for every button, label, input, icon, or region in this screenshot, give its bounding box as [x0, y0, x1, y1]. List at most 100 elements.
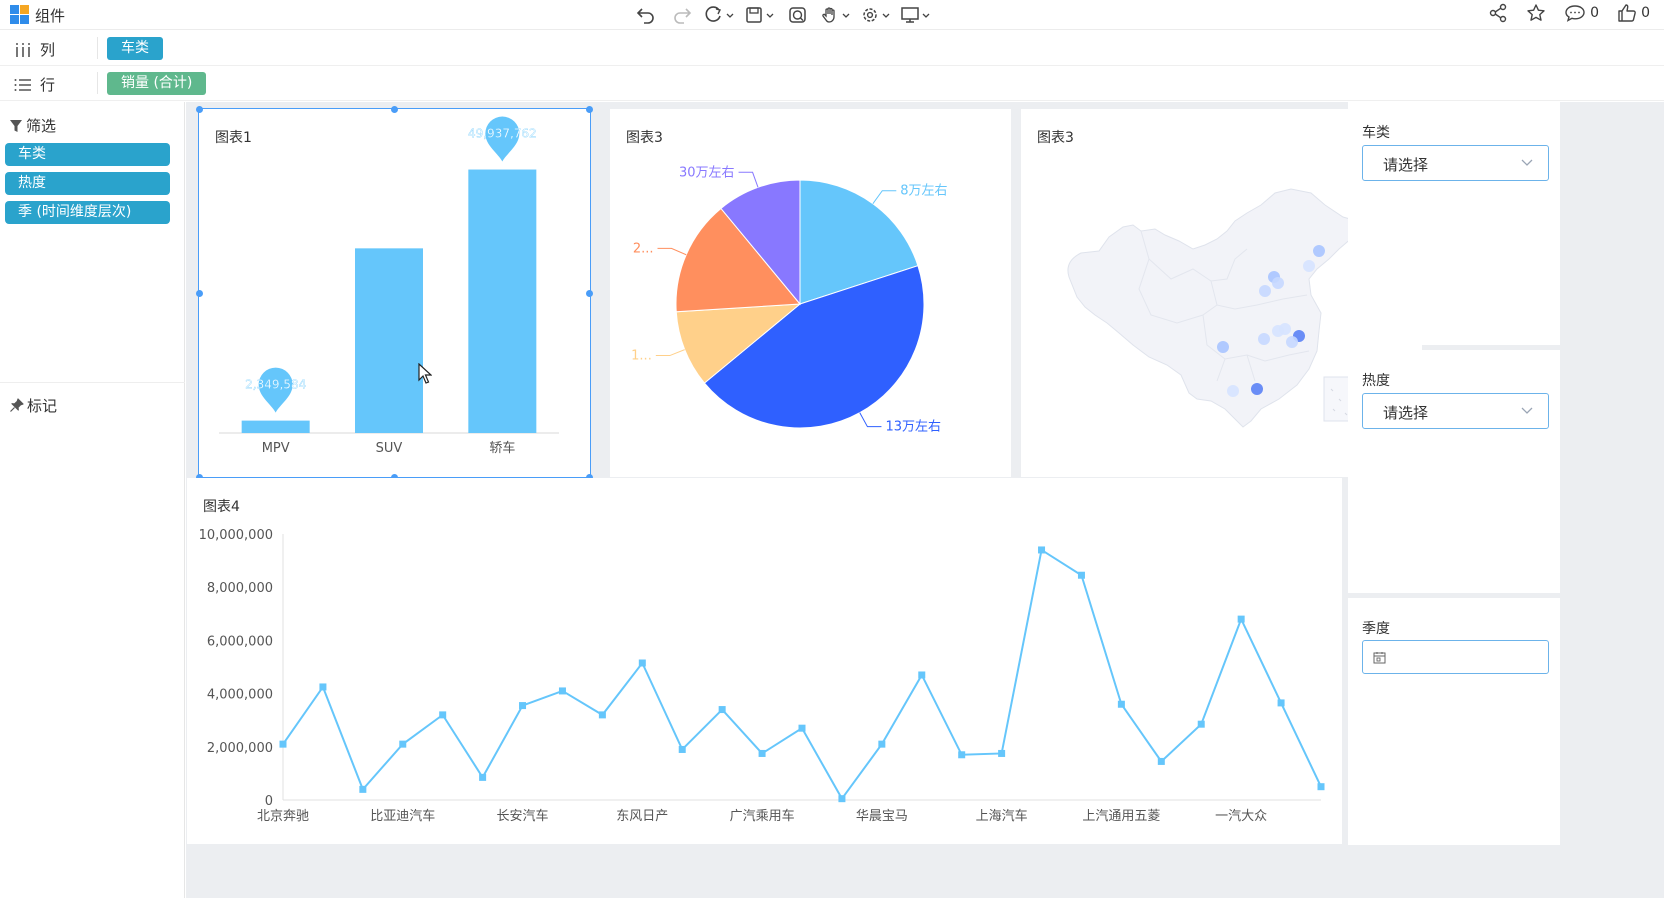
x-tick-label: 广汽乘用车 — [730, 808, 795, 824]
save-icon[interactable] — [740, 3, 780, 27]
data-point — [1237, 615, 1245, 623]
shelf-divider — [97, 72, 98, 94]
shelf-divider — [97, 37, 98, 59]
toolbar-tools — [628, 3, 936, 27]
season-filter-title: 季度 — [1362, 621, 1390, 637]
pie-label-line — [859, 412, 882, 428]
pie-slice — [799, 179, 919, 305]
chart4-card[interactable]: 图表4 0 2,000,000 4,000,000 6,000,000 8,000,00… — [187, 478, 1342, 844]
y-tick-label: 2,000,000 — [207, 741, 273, 756]
x-tick-label: 轿车 — [489, 440, 515, 456]
columns-shelf-label: 列 — [14, 39, 55, 60]
data-point — [678, 745, 686, 753]
bar-SUV — [355, 248, 423, 433]
data-point — [1077, 571, 1085, 579]
data-point — [758, 749, 766, 757]
map-point — [1286, 336, 1298, 348]
chart1-card[interactable]: 图表1 MPV 2,349,584 SUV 轿车 49,937,762 — [198, 108, 591, 478]
chevron-down-icon — [1521, 407, 1533, 414]
toolbar-right: 0 0 — [1488, 3, 1650, 23]
data-label: 2,349,584 — [245, 378, 306, 392]
data-point — [558, 687, 566, 695]
resize-handle[interactable] — [586, 474, 593, 481]
chart1-title: 图表1 — [215, 130, 252, 146]
like-button[interactable]: 0 — [1617, 3, 1650, 23]
pie-label: 2... — [633, 241, 654, 256]
top-toolbar: 组件 — [0, 0, 1664, 30]
data-point — [479, 773, 487, 781]
marks-section-title: 标记 — [9, 395, 57, 416]
y-tick-label: 10,000,000 — [199, 528, 273, 543]
columns-field-pill[interactable]: 车类 — [107, 37, 163, 60]
rows-field-pill[interactable]: 销量 (合计) — [107, 72, 207, 95]
season-date-picker[interactable] — [1362, 640, 1549, 674]
map-point — [1259, 285, 1271, 297]
pie-label-line — [655, 349, 685, 357]
resize-handle[interactable] — [196, 474, 203, 481]
filter-pill-season[interactable]: 季 (时间维度层次) — [5, 201, 170, 224]
chart2-title: 图表3 — [626, 130, 663, 146]
popularity-select[interactable]: 请选择 — [1362, 393, 1549, 429]
data-label: 49,937,762 — [468, 127, 537, 141]
map-point — [1303, 260, 1315, 272]
data-point — [1277, 699, 1285, 707]
hand-icon[interactable] — [816, 3, 856, 27]
data-point — [598, 711, 606, 719]
x-tick-label: 华晨宝马 — [856, 809, 908, 824]
settings-icon[interactable] — [856, 3, 896, 27]
undo-icon[interactable] — [628, 3, 664, 27]
resize-handle[interactable] — [196, 290, 203, 297]
map-region-lines — [1138, 230, 1310, 382]
y-tick-label: 8,000,000 — [207, 581, 273, 596]
map-point — [1313, 245, 1325, 257]
resize-handle[interactable] — [586, 290, 593, 297]
star-icon[interactable] — [1526, 3, 1546, 23]
bar-轿车 — [468, 169, 537, 433]
resize-handle[interactable] — [391, 474, 398, 481]
data-point — [918, 671, 926, 679]
map-point — [1217, 341, 1229, 353]
display-icon[interactable] — [896, 3, 936, 27]
x-tick-label: 上汽通用五菱 — [1082, 809, 1160, 824]
preview-icon[interactable] — [780, 3, 816, 27]
bar-MPV — [241, 420, 310, 433]
popularity-filter-card: 热度 请选择 — [1348, 350, 1560, 593]
map-point — [1272, 277, 1284, 289]
share-icon[interactable] — [1488, 3, 1508, 23]
mouse-cursor-icon — [418, 363, 432, 384]
rows-icon — [14, 78, 31, 91]
filter-pill-car-type[interactable]: 车类 — [5, 143, 170, 166]
resize-handle[interactable] — [586, 106, 593, 113]
data-point — [1117, 700, 1125, 708]
filter-pill-popularity[interactable]: 热度 — [5, 172, 170, 195]
data-point — [359, 785, 367, 793]
map-point — [1258, 333, 1270, 345]
left-panel-divider — [0, 382, 185, 383]
x-tick-label: 上海汽车 — [976, 808, 1028, 824]
resize-handle[interactable] — [391, 106, 398, 113]
data-point — [1197, 720, 1205, 728]
season-filter-card: 季度 — [1348, 598, 1560, 845]
pie-label: 30万左右 — [679, 165, 735, 180]
car-type-select[interactable]: 请选择 — [1362, 145, 1549, 181]
pie-label-line — [872, 190, 897, 204]
dashboard-canvas: 图表1 MPV 2,349,584 SUV 轿车 49,937,762 图表3 8万左右… — [186, 102, 1664, 898]
chart2-card[interactable]: 图表3 8万左右 13万左右 1... 2... 30万左右 — [610, 109, 1011, 477]
data-point — [319, 683, 327, 691]
redo-icon[interactable] — [664, 3, 700, 27]
pie-label: 13万左右 — [885, 420, 941, 435]
comments-button[interactable]: 0 — [1564, 3, 1599, 23]
filter-section-title: 筛选 — [9, 115, 56, 136]
x-tick-label: SUV — [376, 441, 403, 456]
pie-chart: 8万左右 13万左右 1... 2... 30万左右 — [631, 165, 947, 435]
data-point — [878, 740, 886, 748]
refresh-icon[interactable] — [700, 3, 740, 27]
data-point — [998, 749, 1006, 757]
y-tick-label: 4,000,000 — [207, 688, 273, 703]
car-type-select-placeholder: 请选择 — [1383, 156, 1429, 174]
data-point — [1157, 757, 1165, 765]
data-point — [399, 740, 407, 748]
value-marker-pin — [258, 367, 293, 413]
resize-handle[interactable] — [196, 106, 203, 113]
pie-label: 8万左右 — [900, 184, 947, 199]
